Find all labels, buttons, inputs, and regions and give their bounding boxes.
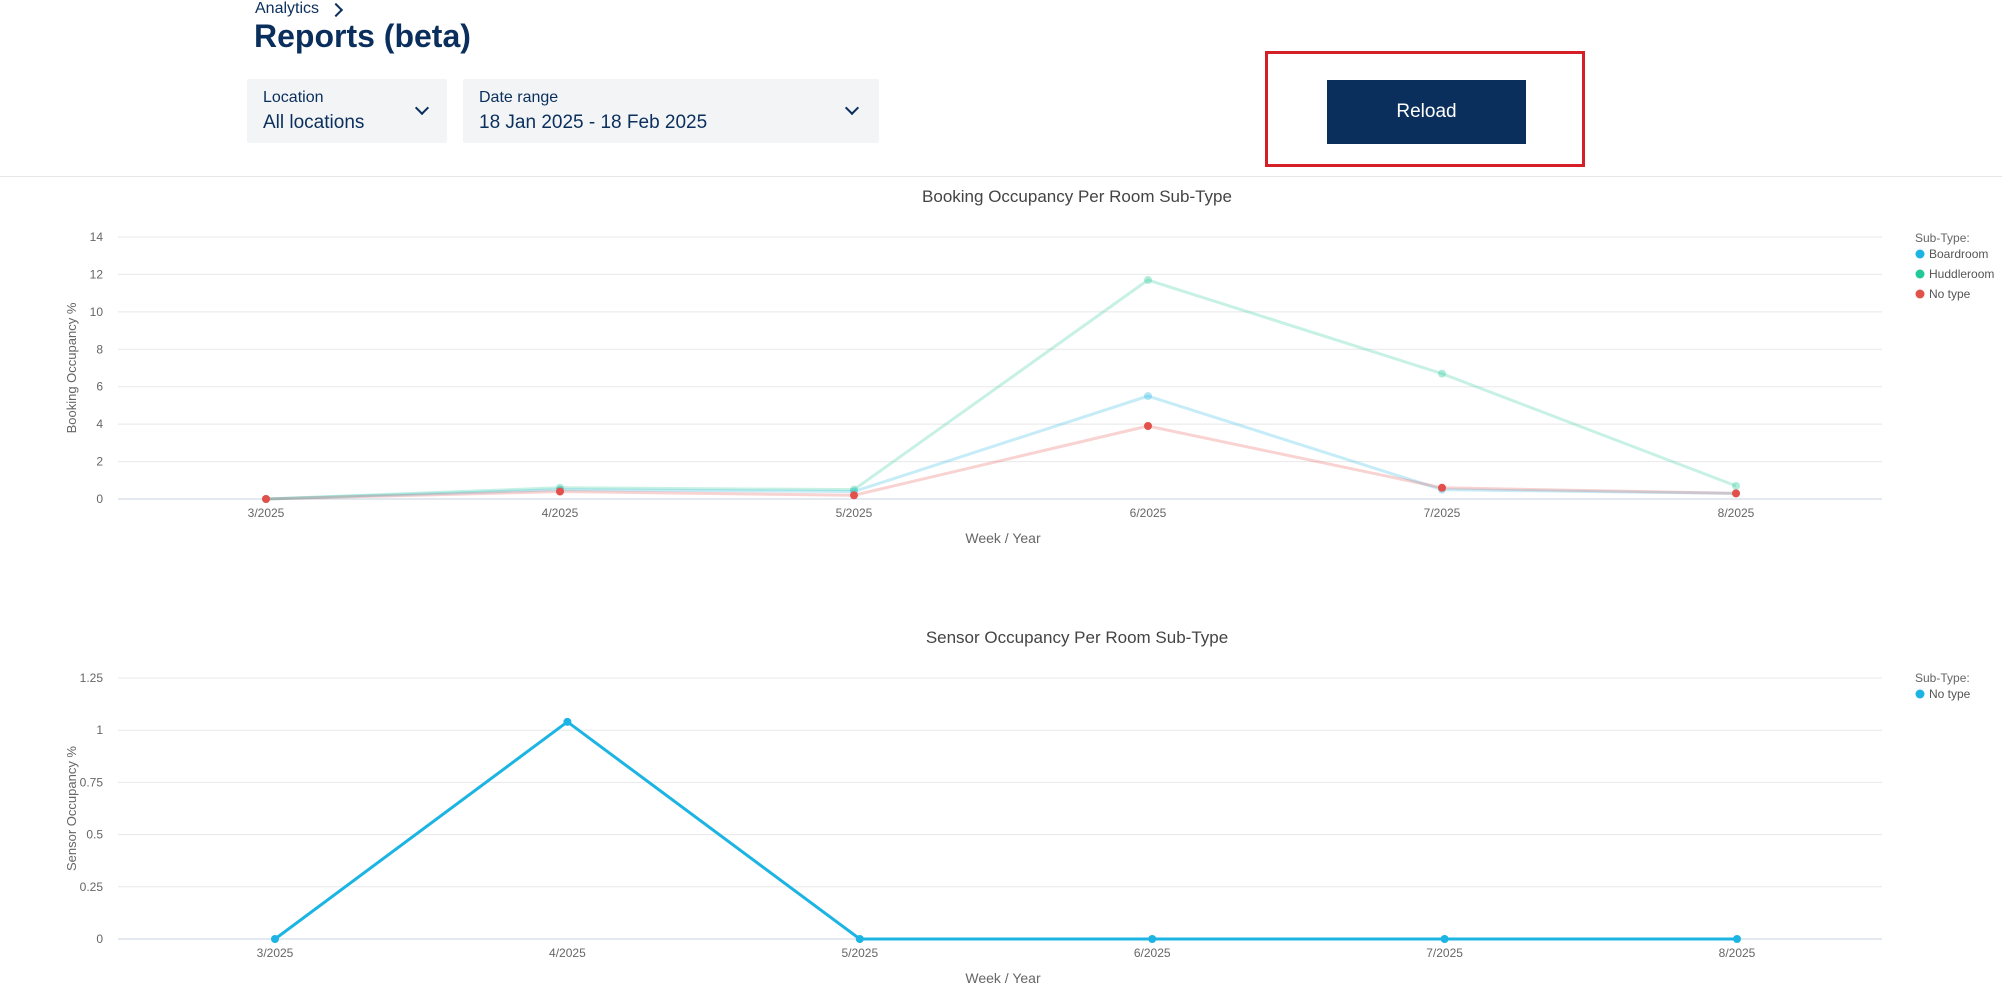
series-line-boardroom [265, 394, 1737, 501]
legend-swatch-boardroom [1915, 249, 1925, 259]
data-point-no-type [1144, 422, 1152, 431]
chart-title: Booking Occupancy Per Room Sub-Type [922, 187, 1232, 206]
data-point-no-type [850, 491, 858, 500]
chart-title: Sensor Occupancy Per Room Sub-Type [926, 628, 1228, 647]
data-point-huddleroom [1438, 369, 1446, 378]
data-point-huddleroom [850, 485, 858, 494]
y-tick-label: 1 [96, 723, 103, 737]
breadcrumb-analytics-link[interactable]: Analytics [255, 0, 320, 17]
sensor-occupancy-chart: Sensor Occupancy Per Room Sub-Type 0 0.25 0… [64, 628, 1971, 986]
data-point-no-type [1148, 935, 1157, 943]
x-tick-label: 3/2025 [257, 946, 294, 960]
series-line-no-type [265, 424, 1737, 501]
data-point-no-type [855, 935, 864, 943]
x-tick-label: 7/2025 [1426, 946, 1463, 960]
data-point-huddleroom [1732, 481, 1740, 490]
x-tick-label: 8/2025 [1718, 506, 1755, 520]
x-tick-label: 8/2025 [1719, 946, 1756, 960]
legend-item-boardroom: Boardroom [1929, 247, 1988, 261]
x-axis-label: Week / Year [965, 530, 1041, 546]
legend-title: Sub-Type: [1915, 671, 1970, 685]
y-tick-label: 1.25 [80, 671, 104, 685]
y-tick-label: 0.75 [80, 775, 104, 789]
date-range-select-value: 18 Jan 2025 - 18 Feb 2025 [479, 112, 708, 133]
reload-highlight-box [1265, 51, 1585, 167]
data-point-no-type [1733, 935, 1741, 943]
y-tick-label: 0.25 [80, 880, 104, 894]
date-range-select[interactable]: Date range 18 Jan 2025 - 18 Feb 2025 [463, 79, 879, 143]
booking-occupancy-chart: Booking Occupancy Per Room Sub-Type 0 2 4 6 8… [64, 187, 1994, 546]
data-point-no-type [556, 487, 564, 496]
x-tick-label: 4/2025 [549, 946, 586, 960]
location-select-value: All locations [263, 112, 365, 133]
y-tick-label: 14 [90, 230, 104, 244]
data-point-no-type [563, 717, 572, 726]
y-tick-label: 0 [96, 932, 103, 946]
x-tick-label: 3/2025 [248, 506, 285, 520]
data-point-no-type [271, 935, 279, 943]
y-tick-label: 0 [96, 492, 103, 506]
x-axis-label: Week / Year [965, 970, 1041, 986]
chevron-right-icon [328, 2, 344, 18]
legend-swatch-no-type [1915, 689, 1925, 699]
y-tick-label: 0.5 [86, 828, 103, 842]
legend-swatch-huddleroom [1915, 269, 1925, 279]
legend-item-no-type: No type [1929, 687, 1971, 701]
series-line-no-type [274, 719, 1737, 941]
data-point-no-type [1440, 935, 1449, 943]
y-axis-label: Booking Occupancy % [64, 302, 79, 433]
x-tick-label: 6/2025 [1130, 506, 1167, 520]
date-range-select-label: Date range [479, 89, 559, 106]
data-point-no-type [1732, 489, 1740, 498]
y-tick-label: 10 [90, 305, 104, 319]
data-point-boardroom [1144, 392, 1152, 401]
page-title: Reports (beta) [254, 18, 471, 54]
header-divider [0, 176, 2002, 177]
reload-button[interactable]: Reload [1327, 80, 1526, 144]
breadcrumb[interactable]: Analytics [255, 0, 344, 18]
chevron-down-icon [414, 100, 430, 116]
x-tick-label: 6/2025 [1134, 946, 1171, 960]
legend-swatch-no-type [1915, 289, 1925, 299]
x-tick-label: 5/2025 [841, 946, 878, 960]
series-line-huddleroom [265, 278, 1737, 501]
legend-item-no-type: No type [1929, 287, 1971, 301]
data-point-no-type [262, 495, 270, 503]
legend-title: Sub-Type: [1915, 231, 1970, 245]
data-point-huddleroom [1144, 276, 1152, 285]
x-tick-label: 4/2025 [542, 506, 579, 520]
location-select-label: Location [263, 89, 324, 106]
chevron-down-icon [844, 100, 860, 116]
y-tick-label: 12 [90, 267, 104, 281]
y-tick-label: 8 [96, 342, 103, 356]
y-tick-label: 2 [96, 455, 103, 469]
y-tick-label: 4 [96, 417, 103, 431]
legend-item-huddleroom: Huddleroom [1929, 267, 1994, 281]
x-tick-label: 5/2025 [836, 506, 873, 520]
y-tick-label: 6 [96, 380, 103, 394]
x-tick-label: 7/2025 [1424, 506, 1461, 520]
location-select[interactable]: Location All locations [247, 79, 447, 143]
data-point-no-type [1438, 483, 1446, 492]
y-axis-label: Sensor Occupancy % [64, 746, 79, 871]
